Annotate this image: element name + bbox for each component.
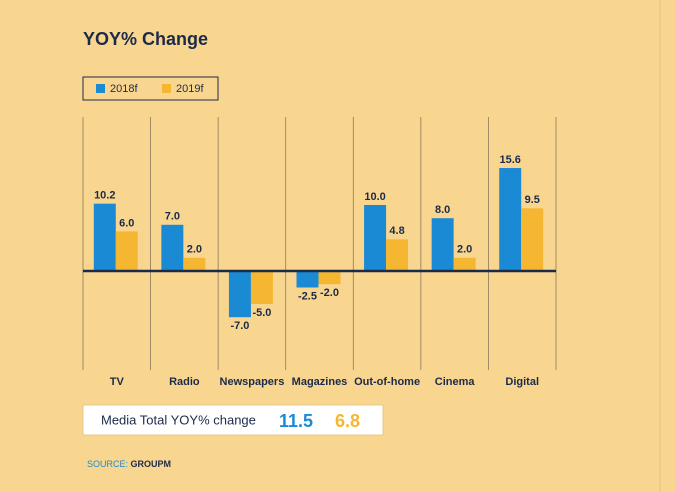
- value-label: 2.0: [457, 244, 472, 256]
- legend-swatch: [162, 84, 171, 93]
- bar: [228, 271, 251, 318]
- value-label: 15.6: [500, 154, 521, 166]
- value-label: 6.0: [119, 217, 134, 229]
- value-label: -7.0: [230, 320, 249, 332]
- legend-label: 2018f: [110, 83, 138, 95]
- summary-box: [82, 404, 384, 436]
- x-tick-label: TV: [110, 376, 125, 388]
- summary-label: Media Total YOY% change: [101, 412, 256, 427]
- bar: [115, 231, 138, 271]
- bar: [453, 257, 476, 271]
- value-label: 4.8: [389, 225, 404, 237]
- bar: [521, 208, 544, 271]
- legend-label: 2019f: [176, 83, 204, 95]
- source: SOURCE: GROUPM: [87, 459, 171, 469]
- value-label: 10.0: [364, 191, 385, 203]
- x-tick-label: Newspapers: [220, 376, 285, 388]
- bar: [318, 271, 341, 285]
- summary-value: 11.5: [279, 411, 313, 431]
- bar: [386, 239, 409, 271]
- value-label: 8.0: [435, 204, 450, 216]
- value-label: -5.0: [252, 307, 271, 319]
- legend-swatch: [96, 84, 105, 93]
- bar: [364, 205, 387, 271]
- bar: [250, 271, 273, 304]
- value-label: -2.0: [320, 287, 339, 299]
- legend-box: [82, 76, 219, 101]
- x-tick-label: Radio: [169, 376, 200, 388]
- source-name: GROUPM: [131, 459, 172, 469]
- value-label: -2.5: [298, 290, 317, 302]
- value-label: 7.0: [165, 211, 180, 223]
- bar: [296, 271, 319, 288]
- bar: [499, 168, 522, 271]
- value-label: 10.2: [94, 190, 115, 202]
- source-label: SOURCE:: [87, 459, 128, 469]
- bar: [183, 257, 206, 271]
- x-tick-label: Digital: [505, 376, 539, 388]
- x-tick-label: Magazines: [292, 376, 348, 388]
- chart-title: YOY% Change: [83, 29, 208, 49]
- bar: [93, 203, 116, 271]
- value-label: 2.0: [187, 244, 202, 256]
- summary-value: 6.8: [335, 411, 360, 431]
- x-tick-label: Out-of-home: [354, 376, 420, 388]
- bar: [431, 218, 454, 271]
- value-label: 9.5: [525, 194, 540, 206]
- bar: [161, 224, 184, 271]
- x-tick-label: Cinema: [435, 376, 476, 388]
